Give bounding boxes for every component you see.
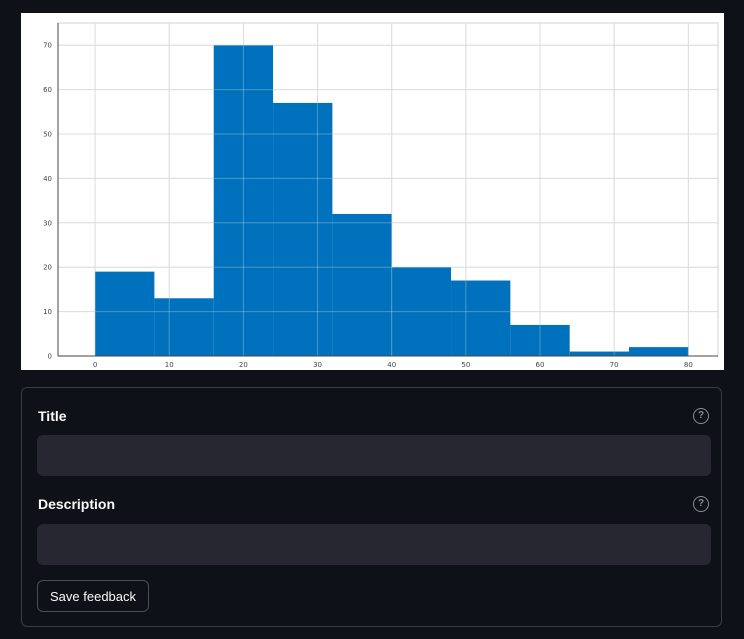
x-tick-label: 40: [387, 361, 396, 369]
y-tick-label: 0: [48, 353, 52, 361]
histogram-bar-5: [332, 213, 392, 356]
histogram-bar-6: [391, 267, 452, 356]
histogram-bar-4: [273, 102, 333, 356]
description-help-icon[interactable]: ?: [693, 496, 709, 512]
histogram-bar-2: [154, 298, 214, 356]
x-tick-label: 60: [536, 361, 545, 369]
histogram-bar-10: [629, 347, 689, 356]
x-tick-label: 0: [93, 361, 97, 369]
save-feedback-button[interactable]: Save feedback: [37, 580, 150, 612]
feedback-form: Title ? Description ? Save feedback: [21, 387, 722, 627]
y-tick-label: 50: [43, 131, 52, 139]
histogram-bar-1: [95, 271, 155, 356]
y-tick-label: 70: [43, 42, 52, 50]
title-input[interactable]: [37, 435, 711, 476]
histogram-chart: 0 10 20 30 40 50 60 70 0 10 20 30 40 50 60 70 80: [21, 13, 724, 370]
x-tick-label: 10: [165, 361, 174, 369]
x-tick-label: 80: [684, 361, 693, 369]
histogram-svg: 0 10 20 30 40 50 60 70 0 10 20 30 40 50 60 70 80: [43, 22, 719, 369]
y-tick-label: 30: [43, 219, 52, 227]
y-tick-label: 40: [43, 175, 52, 183]
histogram-bar-7: [451, 280, 511, 356]
histogram-bar-3: [213, 45, 274, 356]
y-tick-label: 60: [43, 86, 52, 94]
y-tick-label: 10: [43, 308, 52, 316]
description-input[interactable]: [37, 524, 711, 565]
x-tick-label: 30: [313, 361, 322, 369]
title-label: Title: [38, 408, 67, 424]
title-help-icon[interactable]: ?: [693, 408, 709, 424]
x-tick-label: 50: [461, 361, 470, 369]
y-tick-label: 20: [43, 264, 52, 272]
x-tick-label: 70: [610, 361, 619, 369]
x-tick-label: 20: [239, 361, 248, 369]
histogram-bar-9: [569, 351, 630, 356]
description-label: Description: [38, 496, 116, 512]
histogram-bar-8: [510, 324, 570, 356]
